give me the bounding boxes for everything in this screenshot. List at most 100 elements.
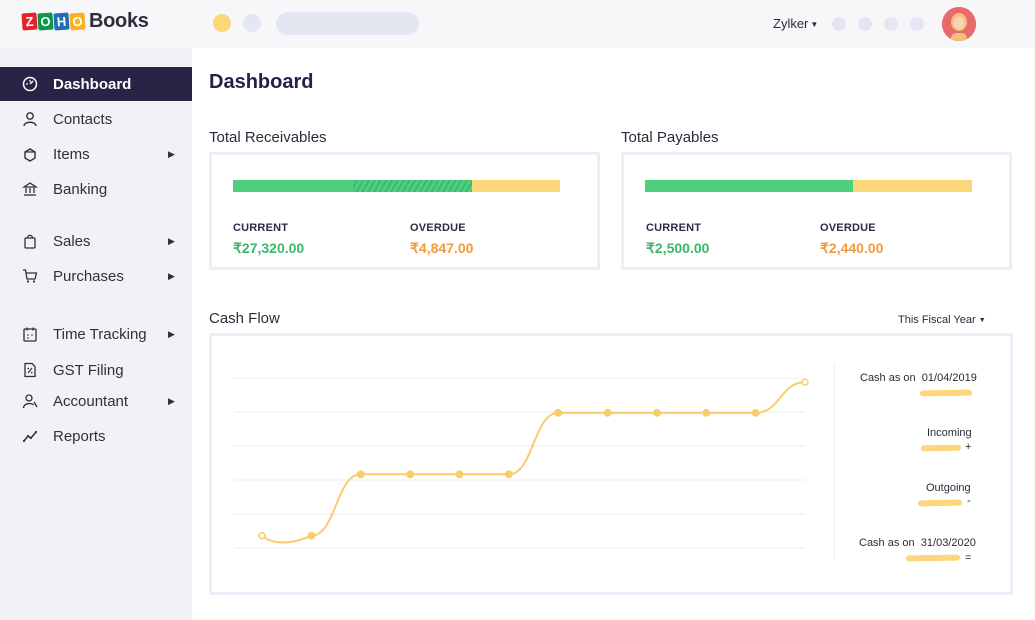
top-bar: Z O H O Books Zylker ▼ [0, 0, 1035, 48]
zoho-books-logo[interactable]: Z O H O Books [21, 10, 149, 33]
sidebar-item-label: Dashboard [53, 75, 132, 93]
sidebar-item-banking[interactable]: Banking [0, 172, 192, 206]
help-dot[interactable] [884, 17, 898, 31]
chevron-down-icon: ▼ [810, 20, 819, 29]
sidebar-item-label: GST Filing [53, 361, 124, 379]
chevron-right-icon: ▶ [168, 328, 175, 339]
calendar-icon [21, 325, 39, 343]
sidebar: Dashboard Contacts Items ▶ Banking Sales… [0, 48, 192, 620]
sidebar-item-purchases[interactable]: Purchases ▶ [0, 259, 192, 293]
receivables-current-label: CURRENT [233, 222, 289, 234]
cashflow-point[interactable] [801, 378, 809, 386]
cashflow-point[interactable] [702, 408, 711, 417]
apps-dot[interactable] [910, 17, 924, 31]
accountant-icon [21, 392, 39, 410]
legend-end-label: Cash as on 31/03/2020 [859, 537, 976, 549]
sidebar-item-label: Time Tracking [53, 325, 147, 343]
receivables-card[interactable]: CURRENT ₹27,320.00 OVERDUE ₹4,847.00 [209, 152, 600, 270]
legend-start-value-redacted [919, 389, 973, 397]
legend-incoming-value-redacted [920, 444, 962, 452]
legend-incoming-sign: + [965, 441, 972, 453]
notifications-dot[interactable] [832, 17, 846, 31]
period-label: This Fiscal Year [898, 314, 976, 326]
legend-start-text: Cash as on [860, 372, 916, 384]
sidebar-item-contacts[interactable]: Contacts [0, 102, 192, 136]
cashflow-point[interactable] [258, 531, 266, 540]
chevron-right-icon: ▶ [168, 395, 175, 406]
cashflow-point[interactable] [356, 470, 365, 479]
chevron-right-icon: ▶ [168, 270, 175, 281]
sidebar-item-items[interactable]: Items ▶ [0, 137, 192, 171]
legend-outgoing-value-redacted [917, 499, 963, 507]
legend-incoming-label: Incoming [927, 427, 972, 439]
logo-letter-o: O [37, 12, 54, 31]
cashflow-chart [234, 377, 809, 549]
reports-icon [21, 427, 39, 445]
period-dropdown[interactable]: This Fiscal Year ▼ [898, 314, 986, 326]
cashflow-title: Cash Flow [209, 310, 280, 327]
page-title: Dashboard [209, 71, 314, 93]
cashflow-point[interactable] [455, 470, 464, 479]
avatar[interactable] [942, 7, 976, 41]
receivables-title: Total Receivables [209, 129, 327, 146]
bank-icon [21, 180, 39, 198]
settings-dot[interactable] [858, 17, 872, 31]
payables-overdue-bar [853, 180, 972, 192]
payables-title: Total Payables [621, 129, 719, 146]
sidebar-item-gst-filing[interactable]: GST Filing [0, 353, 192, 387]
cashflow-point[interactable] [307, 531, 316, 540]
cashflow-card: Cash as on 01/04/2019 Incoming + Outgoin… [209, 333, 1013, 595]
dashboard-icon [21, 75, 39, 93]
legend-end-value-redacted [905, 554, 961, 562]
cashflow-point[interactable] [652, 408, 661, 417]
search-input[interactable] [276, 12, 419, 35]
payables-overdue-label: OVERDUE [820, 222, 876, 234]
legend-end-date: 31/03/2020 [920, 537, 976, 549]
contacts-icon [21, 110, 39, 128]
payables-current-bar [645, 180, 853, 192]
cashflow-point[interactable] [751, 408, 760, 417]
receivables-overdue-bar [472, 180, 560, 192]
payables-current-label: CURRENT [646, 222, 702, 234]
logo-letter-h: H [53, 12, 70, 31]
sidebar-item-label: Reports [53, 427, 106, 445]
org-switcher[interactable]: Zylker ▼ [773, 16, 818, 31]
legend-start-label: Cash as on 01/04/2019 [860, 372, 977, 384]
sidebar-item-label: Banking [53, 180, 108, 198]
legend-outgoing-sign: - [967, 495, 971, 507]
recent-dot[interactable] [243, 14, 261, 32]
sidebar-item-label: Items [53, 145, 90, 163]
org-name: Zylker [773, 16, 809, 31]
logo-letter-z: Z [21, 12, 38, 31]
sidebar-item-dashboard[interactable]: Dashboard [0, 67, 192, 101]
cashflow-point[interactable] [504, 470, 513, 479]
chevron-right-icon: ▶ [168, 235, 175, 246]
legend-end-text: Cash as on [859, 537, 915, 549]
receivables-overdue-value: ₹4,847.00 [410, 240, 474, 256]
sidebar-item-reports[interactable]: Reports [0, 419, 192, 453]
cashflow-point[interactable] [406, 470, 415, 479]
cashflow-series-line [261, 381, 806, 544]
sidebar-item-label: Sales [53, 232, 91, 250]
logo-letter-o2: O [69, 12, 86, 31]
legend-end-sign: = [965, 552, 972, 564]
chevron-right-icon: ▶ [168, 148, 175, 159]
sidebar-item-time-tracking[interactable]: Time Tracking ▶ [0, 317, 192, 351]
receivables-current-value: ₹27,320.00 [233, 240, 305, 256]
cashflow-point[interactable] [603, 408, 612, 417]
payables-overdue-value: ₹2,440.00 [820, 240, 884, 256]
chevron-down-icon: ▼ [978, 317, 986, 324]
receivables-current-bar [233, 180, 353, 192]
quick-create-dot[interactable] [213, 14, 231, 32]
cashflow-point[interactable] [554, 408, 563, 417]
payables-current-value: ₹2,500.00 [646, 240, 710, 256]
items-icon [21, 145, 39, 163]
sidebar-item-sales[interactable]: Sales ▶ [0, 224, 192, 258]
payables-card[interactable]: CURRENT ₹2,500.00 OVERDUE ₹2,440.00 [621, 152, 1012, 270]
logo-text: Books [89, 10, 149, 32]
sidebar-item-label: Accountant [53, 392, 129, 410]
document-percent-icon [21, 361, 39, 379]
sidebar-item-accountant[interactable]: Accountant ▶ [0, 384, 192, 418]
receivables-current-bar-hatched [353, 180, 472, 192]
sidebar-item-label: Purchases [53, 267, 124, 285]
